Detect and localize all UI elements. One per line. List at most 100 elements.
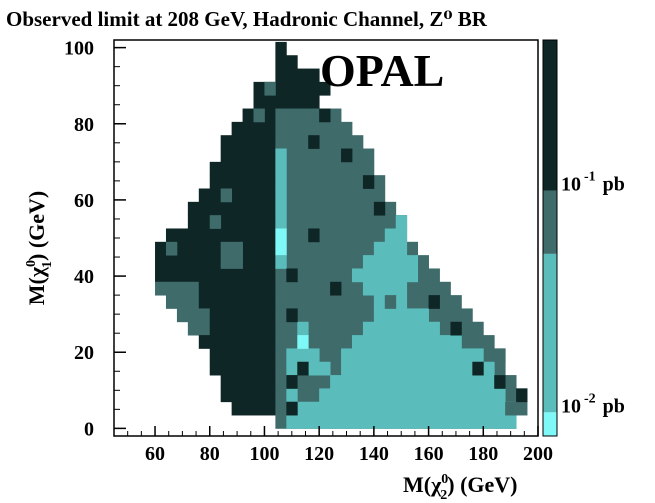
heatmap-cell: [286, 348, 320, 363]
y-axis-label: M(χ01) (GeV): [24, 191, 55, 306]
heatmap-cell: [264, 81, 276, 96]
y-tick-label: 60: [74, 190, 94, 212]
x-axis-ticks: 60 80 100 120 140 160 180 200: [127, 426, 553, 465]
heatmap-cell: [384, 228, 408, 243]
heatmap-cell: [155, 241, 276, 256]
heatmap-cell: [165, 241, 178, 256]
heatmap-cell: [286, 308, 298, 323]
heatmap-cell: [472, 361, 484, 376]
heatmap-cell: [450, 321, 462, 336]
heatmap-cell: [373, 241, 408, 256]
heatmap-cell: [253, 95, 320, 109]
heatmap-cell: [297, 401, 517, 416]
heatmap-cell: [362, 281, 408, 296]
heatmap-cell: [198, 188, 276, 203]
chart-title: Observed limit at 208 GeV, Hadronic Chan…: [6, 7, 488, 31]
colorbar-segment: [543, 253, 557, 413]
colorbar-border: [542, 39, 558, 437]
heatmap-cell: [275, 188, 287, 203]
heatmap-cell: [319, 108, 331, 123]
heatmap-cell: [198, 281, 276, 296]
heatmap-cell: [187, 215, 276, 229]
heatmap-cell: [165, 228, 276, 243]
x-axis-label: M(χ0 2) (GeV): [403, 472, 518, 503]
opal-label: OPAL: [320, 45, 444, 96]
heatmap-cell: [395, 215, 408, 229]
heatmap-cell: [209, 348, 276, 363]
colorbar-segment: [543, 412, 557, 436]
heatmap-cell: [341, 361, 495, 376]
heatmap-cell: [220, 375, 276, 389]
x-tick-label: 60: [145, 443, 165, 465]
heatmap-cell: [220, 148, 276, 163]
x-tick-label: 120: [304, 443, 334, 465]
heatmap-cell: [275, 161, 375, 176]
heatmap-cell: [516, 388, 528, 403]
heatmap-cell: [275, 161, 287, 176]
heatmap-cell: [275, 201, 287, 216]
colorbar-label: 10 -1 pb: [561, 170, 625, 196]
colorbar: 10 -1 pb 10 -2 pb: [542, 39, 625, 437]
heatmap-cell: [165, 295, 200, 309]
heatmap-cell: [275, 175, 287, 189]
heatmap-cell: [330, 375, 506, 389]
heatmap-cell: [286, 401, 298, 416]
heatmap-cell: [231, 121, 276, 136]
heatmap-cell: [275, 175, 386, 189]
y-tick-label: 100: [64, 38, 94, 60]
heatmap-cell: [155, 281, 200, 296]
heatmap-cell: [362, 321, 440, 336]
heatmap-cell: [286, 268, 298, 283]
heatmap-cell: [220, 135, 276, 149]
y-tick-label: 0: [84, 418, 94, 440]
x-tick-label: 160: [414, 443, 444, 465]
heatmap-cell: [209, 361, 276, 376]
heatmap-cell: [253, 108, 265, 123]
x-tick-label: 180: [468, 443, 498, 465]
heatmap-cells: [155, 41, 528, 429]
heatmap-cell: [341, 148, 353, 163]
heatmap-cell: [384, 295, 397, 309]
heatmap-cell: [275, 148, 287, 163]
heatmap-cell: [286, 375, 298, 389]
heatmap-cell: [209, 215, 222, 229]
heatmap-cell: [198, 295, 276, 309]
heatmap-cell: [209, 175, 276, 189]
heatmap-cell: [220, 255, 243, 269]
heatmap-cell: [286, 388, 298, 403]
heatmap-cell: [275, 255, 287, 269]
heatmap-cell: [220, 188, 233, 203]
heatmap-cell: [209, 321, 276, 336]
heatmap-cell: [275, 148, 375, 163]
heatmap-cell: [220, 388, 276, 403]
heatmap-cell: [275, 228, 287, 243]
heatmap-cell: [297, 361, 309, 376]
heatmap-cell: [275, 188, 386, 203]
heatmap-cell: [275, 215, 287, 229]
heatmap-cell: [351, 268, 419, 283]
heatmap-cell: [198, 335, 276, 349]
heatmap-cell: [308, 135, 320, 149]
heatmap-cell: [275, 241, 287, 256]
colorbar-segment: [543, 40, 557, 191]
heatmap-cell: [308, 228, 320, 243]
heatmap-cell: [341, 348, 484, 363]
y-axis-ticks: 0 20 40 60 80 100: [64, 38, 126, 440]
heatmap-cell: [428, 295, 440, 309]
x-tick-label: 200: [523, 443, 553, 465]
heatmap-cell: [155, 268, 276, 283]
heatmap-cell: [187, 321, 211, 336]
heatmap-cell: [275, 41, 287, 56]
heatmap-cell: [286, 415, 517, 429]
colorbar-segment: [543, 190, 557, 254]
heatmap-cell: [330, 281, 342, 296]
heatmap-cell: [209, 308, 276, 323]
heatmap-cell: [275, 215, 408, 229]
heatmap-cell: [209, 161, 276, 176]
heatmap-cell: [275, 201, 397, 216]
heatmap-cell: [231, 401, 276, 416]
heatmap-cell: [220, 241, 243, 256]
heatmap-cell: [275, 55, 298, 69]
heatmap-cell: [297, 335, 309, 349]
heatmap-cell: [275, 295, 462, 309]
